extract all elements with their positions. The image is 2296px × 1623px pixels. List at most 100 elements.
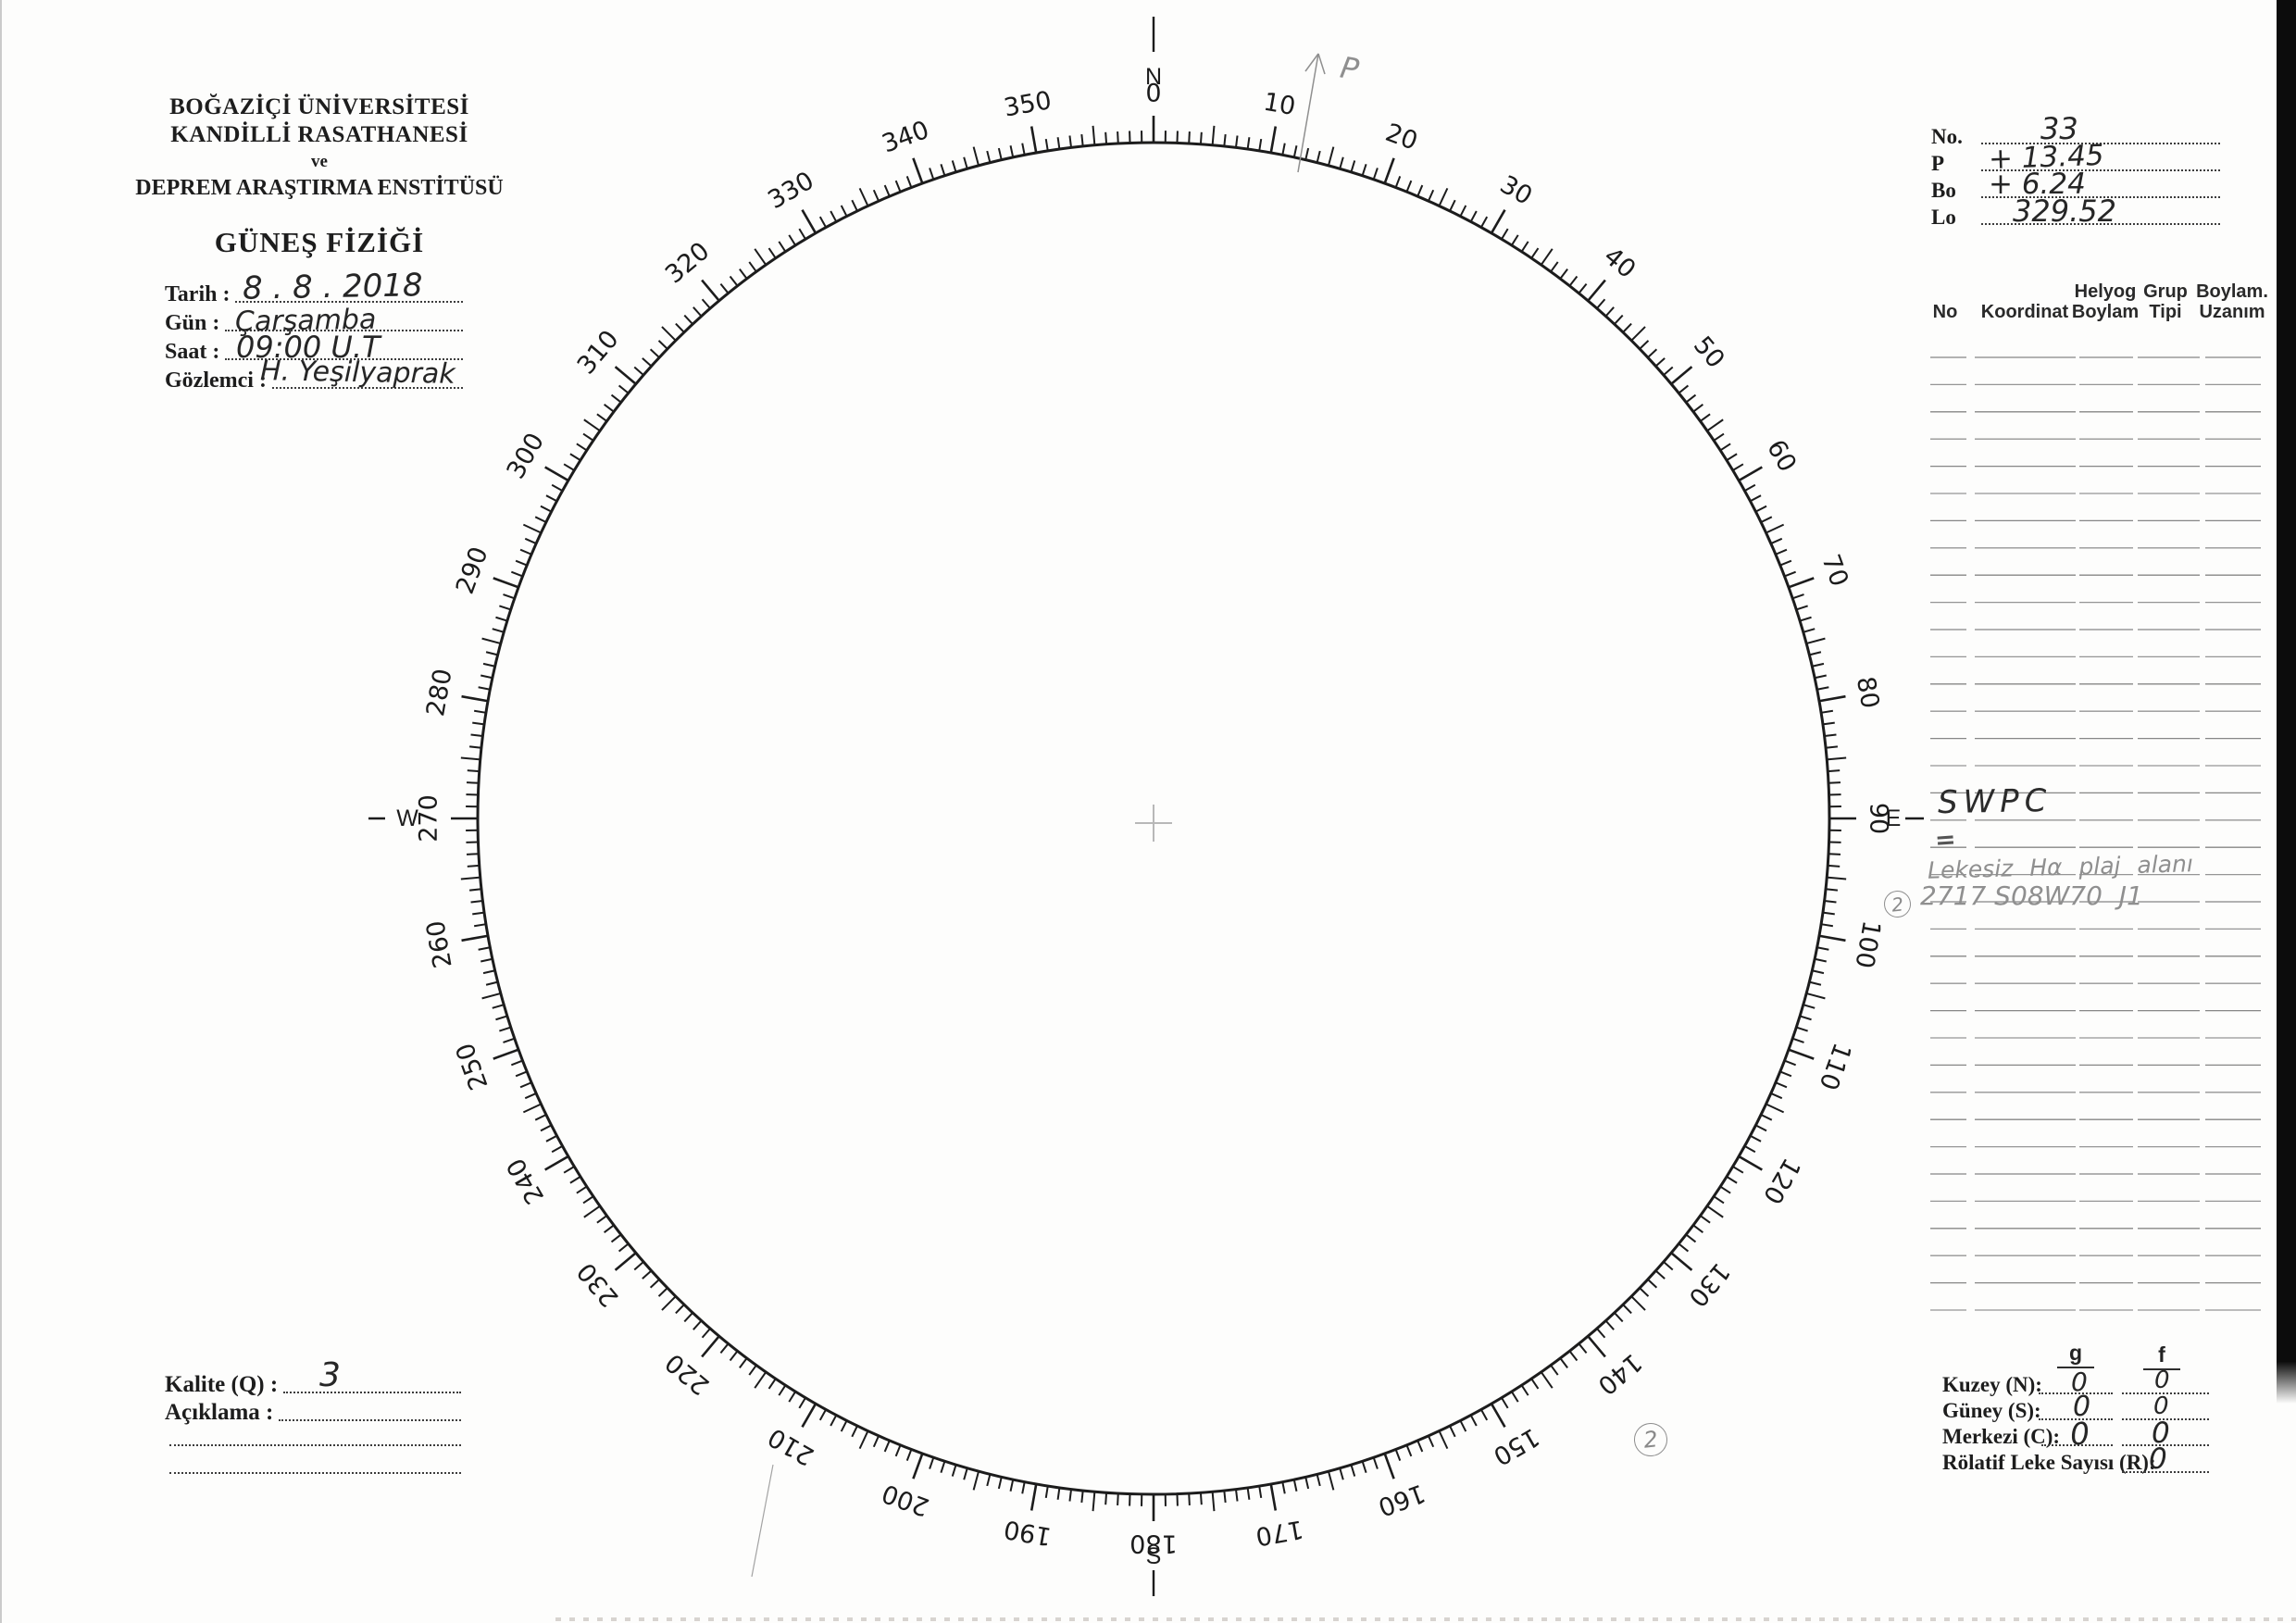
svg-text:50: 50 bbox=[1688, 331, 1730, 374]
no-label: No. bbox=[1931, 125, 1963, 148]
svg-text:240: 240 bbox=[502, 1153, 551, 1208]
group-entry: 2717 S08W70 J1 bbox=[1920, 883, 2143, 909]
kuzey-f-value: 0 bbox=[2154, 1367, 2170, 1394]
rolatif-line bbox=[2122, 1471, 2209, 1473]
kuzey-label: Kuzey (N): bbox=[1942, 1373, 2042, 1396]
bo-label: Bo bbox=[1931, 179, 1956, 202]
svg-text:160: 160 bbox=[1374, 1478, 1429, 1521]
col-header-helyog-l1: Helyog bbox=[2074, 281, 2137, 302]
no-line bbox=[1981, 143, 2220, 144]
saat-label: Saat : bbox=[165, 340, 220, 364]
lo-value: 329.52 bbox=[2013, 194, 2116, 229]
col-header-no: No bbox=[1913, 276, 1978, 322]
svg-text:S: S bbox=[1146, 1543, 1162, 1569]
rolatif-label: Rölatif Leke Sayısı (R): bbox=[1942, 1451, 2156, 1474]
saat-line bbox=[225, 358, 463, 360]
svg-text:10: 10 bbox=[1261, 88, 1297, 121]
group-entry-no: 2717 bbox=[1920, 880, 1987, 911]
quality-fields: Kalite (Q) : 3 Açıklama : bbox=[165, 1359, 461, 1426]
ephemeris-fields: No. 33 P + 13.45 Bo + 6.24 Lo 329.52 bbox=[1931, 114, 2220, 230]
guney-g-value: 0 bbox=[2073, 1391, 2091, 1423]
observation-fields: Tarih : 8 . 8 . 2018 Gün : Çarşamba Saat… bbox=[165, 267, 463, 393]
aciklama-extra-line-1 bbox=[169, 1444, 461, 1446]
col-header-helyog-boylam: Helyog Boylam bbox=[2064, 276, 2147, 322]
p-label: P bbox=[1931, 152, 1945, 175]
svg-text:150: 150 bbox=[1488, 1422, 1543, 1471]
col-header-grup-tipi: Grup Tipi bbox=[2133, 276, 2198, 322]
tarih-line bbox=[235, 301, 463, 303]
merkezi-f-line bbox=[2122, 1444, 2209, 1446]
guney-g-line bbox=[2039, 1418, 2113, 1420]
svg-text:80: 80 bbox=[1851, 674, 1884, 710]
svg-text:210: 210 bbox=[763, 1422, 818, 1471]
dial-extra-marks bbox=[751, 53, 1326, 1578]
aciklama-line bbox=[279, 1419, 461, 1421]
scan-edge-bottom bbox=[555, 1617, 2296, 1621]
field-no: No. 33 bbox=[1931, 114, 2220, 149]
svg-text:180: 180 bbox=[1129, 1529, 1178, 1558]
count-col-g: g bbox=[2057, 1341, 2094, 1368]
col-header-boylam-l1: Boylam. bbox=[2196, 281, 2268, 302]
count-col-f: f bbox=[2143, 1342, 2180, 1370]
saat-value: 09:00 U.T bbox=[236, 330, 381, 365]
no-value: 33 bbox=[2040, 111, 2078, 146]
dial-ticks bbox=[451, 116, 1856, 1521]
merkezi-g-value: 0 bbox=[2068, 1415, 2091, 1453]
svg-text:0: 0 bbox=[1145, 80, 1161, 108]
kalite-line bbox=[283, 1392, 461, 1393]
svg-text:120: 120 bbox=[1757, 1153, 1806, 1208]
svg-text:N: N bbox=[1145, 64, 1162, 90]
merkezi-label: Merkezi (C): bbox=[1942, 1425, 2061, 1448]
institution-line3: ve bbox=[311, 152, 328, 171]
col-header-koordinat-text: Koordinat bbox=[1980, 302, 2069, 322]
field-gun: Gün : Çarşamba bbox=[165, 304, 463, 338]
svg-text:40: 40 bbox=[1598, 242, 1641, 284]
scan-edge-left bbox=[0, 0, 2, 1623]
col-header-grup-l1: Grup bbox=[2143, 281, 2188, 302]
svg-text:260: 260 bbox=[421, 918, 457, 970]
institution-header: BOĞAZİÇİ ÜNİVERSİTESİ KANDİLLİ RASATHANE… bbox=[111, 94, 528, 259]
svg-text:300: 300 bbox=[502, 428, 551, 483]
col-header-koordinat: Koordinat bbox=[1969, 276, 2080, 322]
svg-text:110: 110 bbox=[1813, 1039, 1856, 1093]
field-saat: Saat : 09:00 U.T bbox=[165, 332, 463, 365]
svg-text:220: 220 bbox=[660, 1347, 715, 1400]
svg-text:290: 290 bbox=[451, 543, 494, 598]
group-entry-type: J1 bbox=[2118, 880, 2143, 911]
form-title: GÜNEŞ FİZİĞİ bbox=[214, 226, 425, 258]
svg-text:270: 270 bbox=[415, 794, 443, 843]
gozlemci-line bbox=[271, 387, 463, 389]
bo-value: + 6.24 bbox=[1989, 168, 2086, 201]
svg-text:E: E bbox=[1886, 805, 1902, 831]
institution-line2: KANDİLLİ RASATHANESİ bbox=[170, 122, 468, 147]
kuzey-g-line bbox=[2039, 1392, 2113, 1394]
svg-text:70: 70 bbox=[1816, 551, 1853, 591]
merkezi-f-value: 0 bbox=[2152, 1417, 2170, 1450]
svg-text:60: 60 bbox=[1761, 435, 1802, 477]
field-p: P + 13.45 bbox=[1931, 139, 2220, 176]
svg-text:330: 330 bbox=[763, 167, 818, 216]
kalite-value: 3 bbox=[319, 1356, 341, 1394]
svg-text:170: 170 bbox=[1254, 1514, 1305, 1550]
svg-text:280: 280 bbox=[421, 667, 457, 718]
scan-edge-right bbox=[2277, 0, 2296, 1404]
col-header-grup-l2: Tipi bbox=[2149, 302, 2182, 322]
svg-text:130: 130 bbox=[1682, 1257, 1735, 1312]
svg-text:140: 140 bbox=[1592, 1347, 1647, 1400]
svg-text:30: 30 bbox=[1495, 170, 1537, 211]
merkezi-g-line bbox=[2041, 1444, 2113, 1446]
guney-f-value: 0 bbox=[2153, 1392, 2169, 1420]
kalite-label: Kalite (Q) : bbox=[165, 1372, 279, 1397]
col-header-helyog-l2: Boylam bbox=[2071, 302, 2140, 322]
source-annotation: SWPC bbox=[1937, 781, 2053, 822]
col-header-boylam-l2: Uzanım bbox=[2199, 302, 2265, 322]
group-entry-coord: S08W70 bbox=[1994, 880, 2103, 911]
aciklama-label: Açıklama : bbox=[165, 1400, 274, 1425]
field-aciklama: Açıklama : bbox=[165, 1398, 461, 1426]
lo-label: Lo bbox=[1931, 206, 1956, 229]
institution-line4: DEPREM ARAŞTIRMA ENSTİTÜSÜ bbox=[135, 176, 504, 200]
dash-annotation: = bbox=[1933, 825, 1957, 855]
aciklama-extra-line-2 bbox=[169, 1472, 461, 1474]
kuzey-f-line bbox=[2122, 1392, 2209, 1394]
